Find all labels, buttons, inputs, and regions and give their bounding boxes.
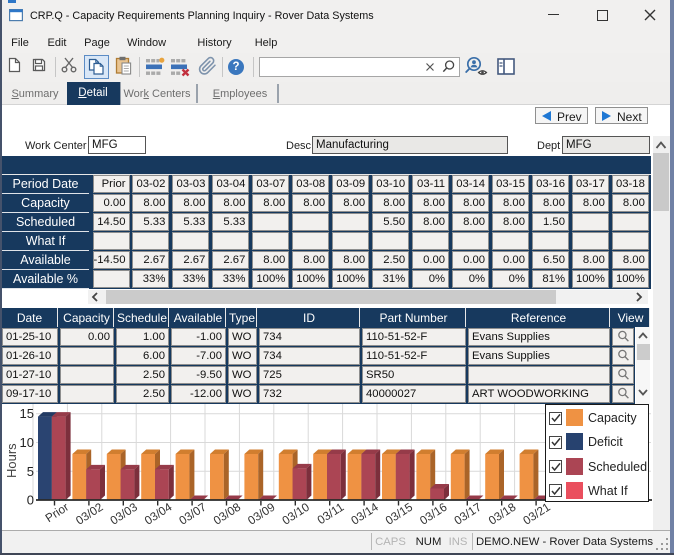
svg-text:15: 15 — [20, 406, 34, 421]
svg-text:Hours: Hours — [4, 443, 19, 478]
svg-text:0: 0 — [27, 493, 34, 508]
svg-text:Prior: Prior — [43, 500, 72, 525]
svg-text:10: 10 — [20, 435, 34, 450]
svg-text:03/11: 03/11 — [315, 500, 347, 527]
svg-text:5: 5 — [27, 464, 34, 479]
